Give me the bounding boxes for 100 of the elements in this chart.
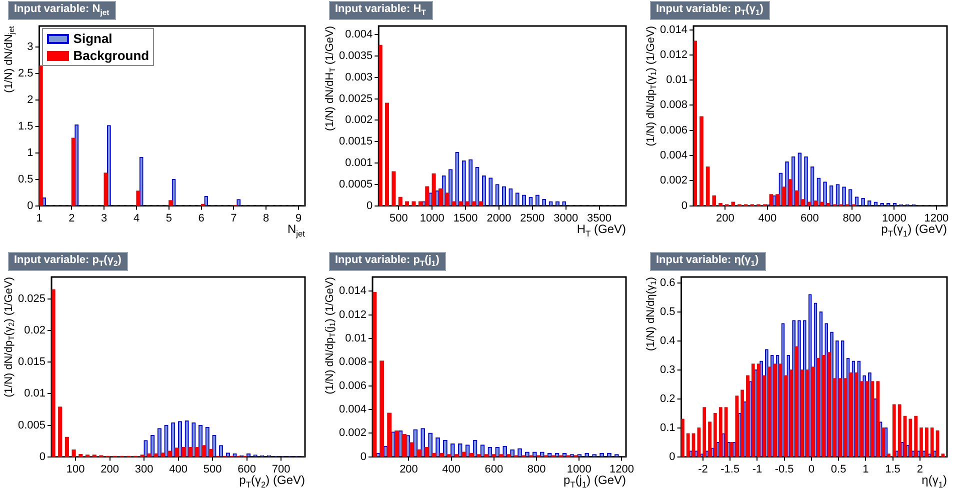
x-tick-label: 500 bbox=[203, 463, 222, 476]
chart-title: Input variable: p$_{T}$(γ$_{2}$) bbox=[8, 252, 128, 272]
y-tick-label: 0.025 bbox=[18, 293, 46, 306]
x-tick-label: 400 bbox=[169, 463, 188, 476]
legend-label: Signal bbox=[73, 30, 112, 47]
x-axis-title: η(γ$_{1}$) bbox=[922, 472, 947, 490]
x-axis-title: p$_{T}$(γ$_{1}$) (GeV) bbox=[881, 222, 947, 238]
x-tick-label: 1000 bbox=[566, 463, 592, 476]
x-axis-title: p$_{T}$(γ$_{2}$) (GeV) bbox=[239, 472, 305, 490]
x-tick-label: 1200 bbox=[610, 463, 634, 476]
y-tick-label: 0.006 bbox=[660, 124, 688, 136]
y-tick-label: 2 bbox=[27, 94, 34, 106]
x-tick-label: 3 bbox=[101, 212, 108, 224]
y-tick-label: 0.1 bbox=[660, 422, 676, 434]
y-tick-label: 0.002 bbox=[345, 114, 373, 126]
y-tick-label: 0.014 bbox=[338, 285, 367, 298]
chart-title: Input variable: H$_{T}$ bbox=[329, 1, 433, 20]
y-tick-label: 1.5 bbox=[18, 120, 34, 133]
y-tick-label: 0.6 bbox=[660, 276, 676, 289]
y-tick-label: 0.0035 bbox=[338, 50, 373, 62]
x-tick-label: 9 bbox=[295, 212, 302, 224]
x-tick-label: 1200 bbox=[924, 212, 949, 224]
y-tick-label: 0.4 bbox=[660, 334, 676, 347]
y-tick-label: 0.008 bbox=[660, 99, 688, 112]
x-tick-label: 0.5 bbox=[830, 463, 846, 476]
x-tick-label: 800 bbox=[842, 212, 862, 224]
y-tick-label: 0.002 bbox=[660, 174, 688, 187]
x-tick-label: -2 bbox=[698, 463, 708, 476]
x-tick-label: -0.5 bbox=[774, 463, 794, 476]
x-tick-label: 0 bbox=[808, 463, 814, 476]
y-tick-label: 0 bbox=[39, 450, 46, 463]
x-tick-label: 800 bbox=[527, 463, 546, 476]
y-tick-label: 0.0005 bbox=[338, 178, 373, 190]
x-tick-label: 1000 bbox=[420, 212, 444, 224]
y-tick-label: 0.0015 bbox=[338, 136, 373, 148]
y-tick-label: 0.02 bbox=[24, 324, 46, 337]
x-tick-label: 600 bbox=[238, 463, 256, 476]
x-tick-label: 400 bbox=[758, 212, 777, 224]
x-tick-label: 100 bbox=[66, 463, 85, 476]
x-tick-label: 3000 bbox=[554, 212, 578, 224]
chart-title: Input variable: p$_{T}$(j$_{1}$) bbox=[329, 252, 446, 272]
y-tick-label: 0.005 bbox=[18, 419, 46, 432]
y-tick-label: 3 bbox=[27, 41, 34, 54]
y-tick-label: 0.004 bbox=[338, 404, 367, 416]
x-axis-title: H$_{T}$ (GeV) bbox=[576, 222, 626, 238]
y-tick-label: 0.01 bbox=[345, 332, 367, 345]
x-tick-label: 3500 bbox=[587, 212, 612, 224]
x-tick-label: 1500 bbox=[453, 212, 478, 224]
x-tick-label: 200 bbox=[716, 212, 734, 224]
x-tick-label: 1 bbox=[862, 463, 869, 476]
legend-label: Background bbox=[73, 47, 150, 64]
x-tick-label: -1 bbox=[752, 463, 762, 476]
x-tick-label: 500 bbox=[390, 212, 408, 224]
x-tick-label: 2500 bbox=[520, 212, 545, 224]
y-tick-label: 0 bbox=[360, 450, 367, 463]
chart-title: Input variable: p$_{T}$(γ$_{1}$) bbox=[650, 1, 770, 20]
x-tick-label: 600 bbox=[800, 212, 819, 224]
y-tick-label: 0.015 bbox=[18, 356, 46, 368]
x-tick-label: 700 bbox=[272, 463, 290, 476]
y-tick-label: 0.003 bbox=[345, 71, 373, 84]
y-tick-label: 0.006 bbox=[338, 380, 367, 392]
y-tick-label: 0.002 bbox=[338, 427, 367, 440]
x-tick-label: 4 bbox=[133, 212, 140, 224]
y-tick-label: 0.3 bbox=[660, 364, 676, 376]
y-tick-label: 1 bbox=[27, 146, 34, 159]
y-tick-label: 0 bbox=[27, 200, 34, 212]
y-tick-label: 2.5 bbox=[18, 68, 34, 80]
x-axis-title: p$_{T}$(j$_{1}$) (GeV) bbox=[564, 472, 626, 490]
y-tick-label: 0.008 bbox=[338, 356, 367, 368]
x-tick-label: 2000 bbox=[486, 212, 512, 224]
x-tick-label: 2 bbox=[916, 463, 923, 476]
y-tick-label: 0 bbox=[681, 200, 688, 212]
x-tick-label: 400 bbox=[442, 463, 461, 476]
y-tick-label: 0.2 bbox=[660, 392, 676, 405]
y-tick-label: 0.012 bbox=[660, 48, 688, 61]
x-tick-label: 1.5 bbox=[885, 463, 900, 476]
y-tick-label: 0.012 bbox=[338, 308, 367, 321]
x-tick-label: 300 bbox=[134, 463, 154, 476]
x-tick-label: 200 bbox=[100, 463, 119, 476]
x-axis-title: N$_{jet}$ bbox=[287, 222, 305, 238]
y-tick-label: 0.004 bbox=[660, 150, 688, 162]
y-tick-label: 0 bbox=[669, 450, 676, 463]
x-tick-label: -1.5 bbox=[720, 463, 740, 476]
x-tick-label: 8 bbox=[263, 212, 270, 224]
x-tick-label: 1000 bbox=[882, 212, 906, 224]
x-tick-label: 600 bbox=[484, 463, 504, 476]
y-tick-label: 0.5 bbox=[660, 306, 676, 318]
y-tick-label: 0.014 bbox=[660, 24, 688, 36]
y-tick-label: 0.5 bbox=[18, 173, 34, 186]
y-tick-label: 0.001 bbox=[345, 157, 373, 170]
x-tick-label: 200 bbox=[400, 463, 418, 476]
x-tick-label: 7 bbox=[230, 212, 237, 224]
x-tick-label: 2 bbox=[68, 212, 75, 224]
chart-title: Input variable: N$_{jet}$ bbox=[8, 1, 116, 20]
y-tick-label: 0.01 bbox=[24, 388, 46, 400]
y-tick-label: 0.0025 bbox=[338, 92, 373, 105]
y-tick-label: 0 bbox=[366, 200, 373, 212]
chart-title: Input variable: η(γ$_{1}$) bbox=[650, 252, 766, 272]
y-tick-label: 0.004 bbox=[345, 28, 373, 41]
x-tick-label: 6 bbox=[198, 212, 204, 224]
